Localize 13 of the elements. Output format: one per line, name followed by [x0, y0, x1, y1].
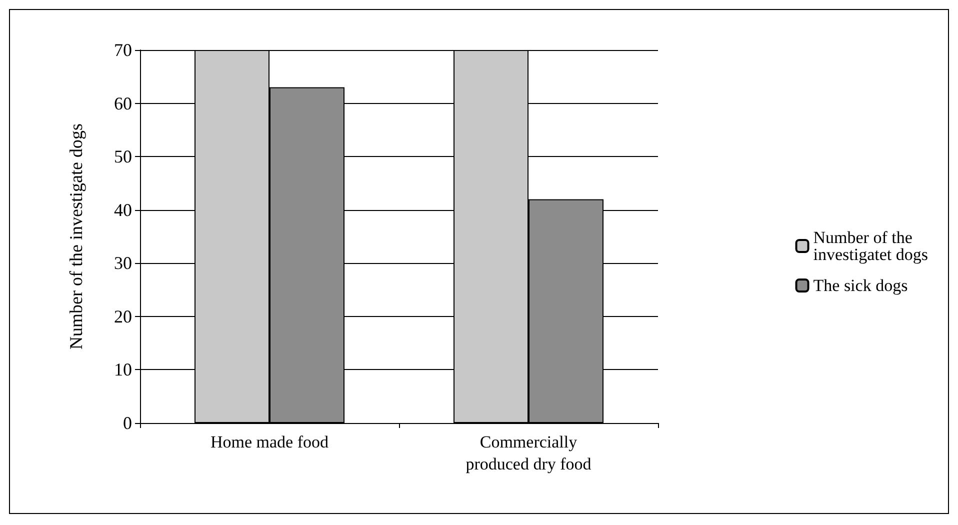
legend-label: Number of the investigatet dogs: [813, 228, 928, 264]
y-tick-label: 50: [114, 146, 132, 167]
x-tick-label: Home made food: [210, 432, 330, 452]
y-tick-label: 70: [114, 40, 132, 60]
x-tick-label: Commercially produced dry food: [466, 432, 592, 474]
y-tick-label: 20: [114, 306, 132, 326]
legend-label: The sick dogs: [813, 276, 908, 295]
y-axis-title: Number of the investigate dogs: [66, 124, 86, 350]
y-tick-label: 0: [123, 413, 132, 433]
y-tick-label: 30: [114, 253, 132, 274]
y-tick-label: 60: [114, 93, 132, 114]
y-tick-label: 40: [114, 200, 132, 220]
y-tick-label: 10: [114, 360, 132, 380]
